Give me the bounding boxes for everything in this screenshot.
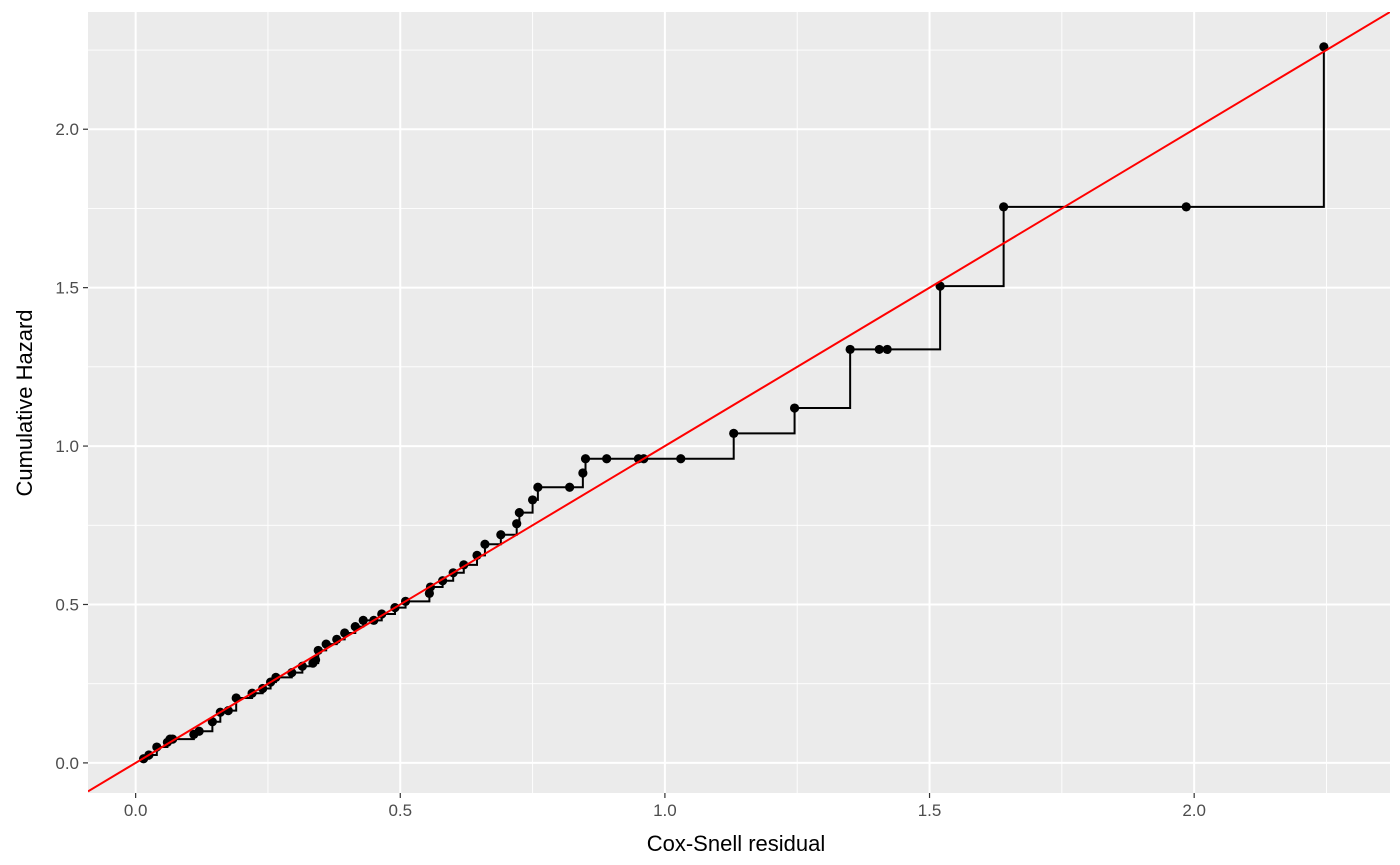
y-axis: 0.0 0.5 1.0 1.5 2.0 xyxy=(55,120,88,773)
data-point xyxy=(533,482,543,492)
data-point xyxy=(845,344,855,355)
x-axis-title: Cox-Snell residual xyxy=(647,831,826,856)
data-point xyxy=(512,519,522,529)
minor-grid xyxy=(88,12,1390,793)
data-point xyxy=(514,508,524,518)
x-axis: 0.0 0.5 1.0 1.5 2.0 xyxy=(124,793,1206,820)
data-point xyxy=(789,403,800,413)
y-tick-label: 1.0 xyxy=(55,437,79,456)
data-point xyxy=(729,428,739,438)
data-point xyxy=(358,615,368,625)
y-tick-label: 2.0 xyxy=(55,120,79,139)
x-tick-label: 0.0 xyxy=(124,801,148,820)
data-point xyxy=(194,726,204,736)
data-point xyxy=(565,482,575,492)
major-grid xyxy=(88,12,1390,793)
data-point xyxy=(1181,202,1191,212)
data-point xyxy=(527,495,538,505)
data-point xyxy=(580,454,591,464)
y-axis-title: Cumulative Hazard xyxy=(12,309,37,496)
y-tick-label: 1.5 xyxy=(55,279,79,298)
data-point xyxy=(874,344,884,355)
x-tick-label: 1.0 xyxy=(653,801,677,820)
data-point xyxy=(882,344,892,355)
y-tick-label: 0.5 xyxy=(55,595,79,614)
reference-line xyxy=(88,12,1390,793)
reference-layer xyxy=(88,12,1390,793)
data-point xyxy=(999,202,1009,212)
x-tick-label: 0.5 xyxy=(388,801,412,820)
data-point xyxy=(676,454,686,464)
data-point xyxy=(578,468,588,478)
x-tick-label: 1.5 xyxy=(918,801,942,820)
data-point xyxy=(602,454,612,464)
data-point xyxy=(480,539,490,549)
x-tick-label: 2.0 xyxy=(1182,801,1206,820)
data-point xyxy=(496,530,506,540)
y-tick-label: 0.0 xyxy=(55,754,79,773)
